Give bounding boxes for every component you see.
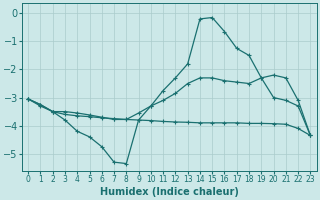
X-axis label: Humidex (Indice chaleur): Humidex (Indice chaleur)	[100, 187, 239, 197]
